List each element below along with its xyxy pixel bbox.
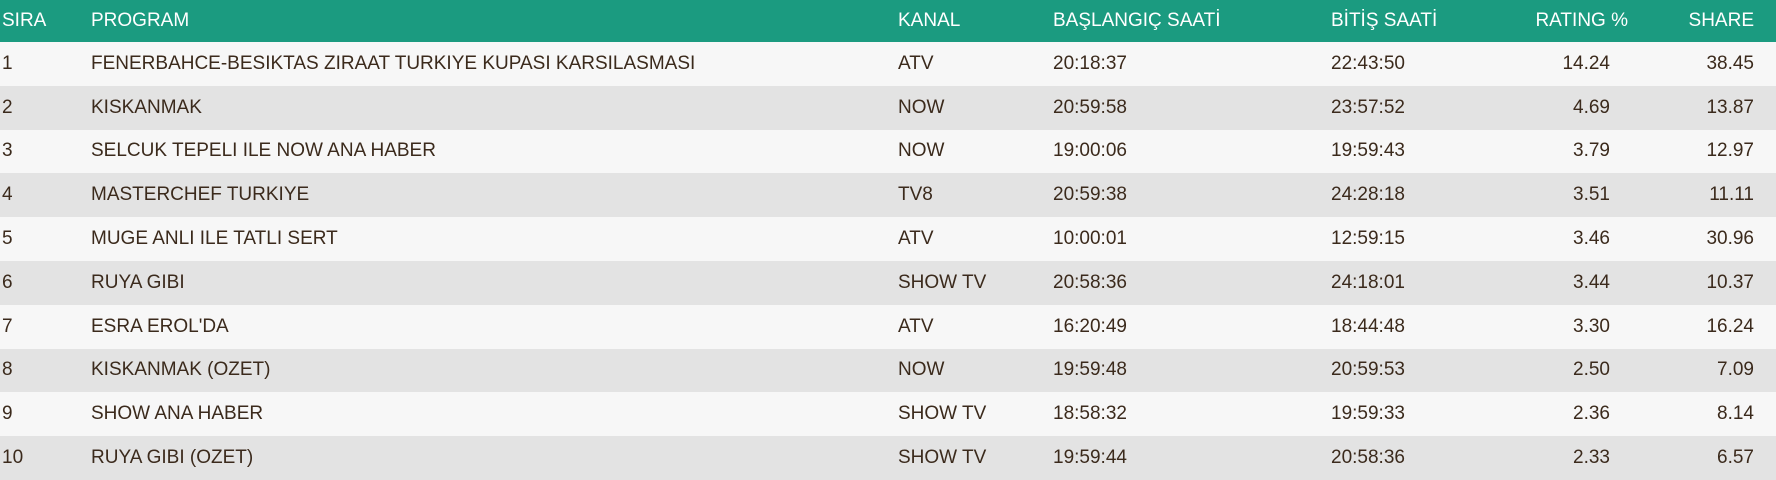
- table-cell: FENERBAHCE-BESIKTAS ZIRAAT TURKIYE KUPAS…: [91, 42, 898, 86]
- table-cell: 12.97: [1650, 129, 1776, 174]
- table-cell: 19:59:43: [1331, 129, 1500, 174]
- table-row: 10 RUYA GIBI (OZET) SHOW TV 19:59:44 20:58:3…: [0, 436, 1776, 480]
- table-cell: 19:00:06: [1053, 129, 1331, 174]
- header-cell: BAŞLANGIÇ SAATİ: [1053, 0, 1331, 42]
- header-cell: SIRA: [0, 0, 91, 42]
- table-cell: 22:43:50: [1331, 42, 1500, 86]
- table-cell: 3.44: [1500, 260, 1650, 305]
- table-cell: 3: [0, 129, 91, 174]
- table-cell: 8: [0, 348, 91, 393]
- table-row: 5 MUGE ANLI ILE TATLI SERT ATV 10:00:01 12:5…: [0, 217, 1776, 261]
- table-cell: RUYA GIBI: [91, 260, 898, 305]
- header-cell: RATING %: [1500, 0, 1650, 42]
- table-cell: SHOW TV: [898, 436, 1053, 480]
- header-row: SIRA PROGRAM KANAL BAŞLANGIÇ SAATİ BİTİŞ SAA…: [0, 0, 1776, 42]
- table-cell: 10: [0, 436, 91, 480]
- table-cell: 2: [0, 85, 91, 130]
- table-cell: ATV: [898, 217, 1053, 261]
- table-cell: 9: [0, 392, 91, 437]
- table-cell: 16:20:49: [1053, 304, 1331, 349]
- table-cell: 20:59:38: [1053, 173, 1331, 218]
- table-row: 2 KISKANMAK NOW 20:59:58 23:57:52 4.69 13.87: [0, 85, 1776, 130]
- table-cell: TV8: [898, 173, 1053, 218]
- table-cell: 30.96: [1650, 217, 1776, 261]
- table-row: 6 RUYA GIBI SHOW TV 20:58:36 24:18:01 3.44 10.…: [0, 260, 1776, 305]
- table-cell: 3.46: [1500, 217, 1650, 261]
- table-cell: SHOW TV: [898, 392, 1053, 437]
- table-cell: 10:00:01: [1053, 217, 1331, 261]
- table-cell: 18:58:32: [1053, 392, 1331, 437]
- table-cell: ATV: [898, 42, 1053, 86]
- table-cell: 1: [0, 42, 91, 86]
- table-cell: NOW: [898, 85, 1053, 130]
- table-cell: 5: [0, 217, 91, 261]
- table-cell: 4: [0, 173, 91, 218]
- table-cell: SHOW ANA HABER: [91, 392, 898, 437]
- table-row: 8 KISKANMAK (OZET) NOW 19:59:48 20:59:53 2.50…: [0, 348, 1776, 393]
- table-cell: 2.50: [1500, 348, 1650, 393]
- table-cell: 11.11: [1650, 173, 1776, 218]
- table-cell: RUYA GIBI (OZET): [91, 436, 898, 480]
- table-cell: 3.51: [1500, 173, 1650, 218]
- table-cell: ATV: [898, 304, 1053, 349]
- table-cell: 20:59:58: [1053, 85, 1331, 130]
- table-cell: 18:44:48: [1331, 304, 1500, 349]
- table-cell: 13.87: [1650, 85, 1776, 130]
- table-cell: 2.33: [1500, 436, 1650, 480]
- header-cell: SHARE: [1650, 0, 1776, 42]
- table-row: 7 ESRA EROL'DA ATV 16:20:49 18:44:48 3.30 16.2…: [0, 304, 1776, 349]
- table-cell: KISKANMAK (OZET): [91, 348, 898, 393]
- table-cell: 10.37: [1650, 260, 1776, 305]
- table-cell: 38.45: [1650, 42, 1776, 86]
- table-row: 9 SHOW ANA HABER SHOW TV 18:58:32 19:59:33 2.…: [0, 392, 1776, 437]
- table-cell: 3.30: [1500, 304, 1650, 349]
- table-cell: 16.24: [1650, 304, 1776, 349]
- table-cell: 20:18:37: [1053, 42, 1331, 86]
- table-cell: 7: [0, 304, 91, 349]
- table-cell: MUGE ANLI ILE TATLI SERT: [91, 217, 898, 261]
- table-cell: 2.36: [1500, 392, 1650, 437]
- table-cell: SHOW TV: [898, 260, 1053, 305]
- table-cell: NOW: [898, 348, 1053, 393]
- header-cell: KANAL: [898, 0, 1053, 42]
- table-cell: MASTERCHEF TURKIYE: [91, 173, 898, 218]
- table-cell: 20:59:53: [1331, 348, 1500, 393]
- table-cell: 19:59:33: [1331, 392, 1500, 437]
- table-row: 1 FENERBAHCE-BESIKTAS ZIRAAT TURKIYE KUPA…: [0, 42, 1776, 86]
- table-row: 3 SELCUK TEPELI ILE NOW ANA HABER NOW 19:00…: [0, 129, 1776, 174]
- table-body: 1 FENERBAHCE-BESIKTAS ZIRAAT TURKIYE KUPA…: [0, 42, 1776, 480]
- table-cell: 23:57:52: [1331, 85, 1500, 130]
- table-cell: 3.79: [1500, 129, 1650, 174]
- header-cell: PROGRAM: [91, 0, 898, 42]
- table-cell: SELCUK TEPELI ILE NOW ANA HABER: [91, 129, 898, 174]
- table-cell: 8.14: [1650, 392, 1776, 437]
- table-cell: KISKANMAK: [91, 85, 898, 130]
- table-cell: 20:58:36: [1331, 436, 1500, 480]
- table-cell: 6: [0, 260, 91, 305]
- table-cell: 24:28:18: [1331, 173, 1500, 218]
- header-cell: BİTİŞ SAATİ: [1331, 0, 1500, 42]
- table-cell: 6.57: [1650, 436, 1776, 480]
- table-cell: NOW: [898, 129, 1053, 174]
- table-cell: ESRA EROL'DA: [91, 304, 898, 349]
- table-cell: 14.24: [1500, 42, 1650, 86]
- table-row: 4 MASTERCHEF TURKIYE TV8 20:59:38 24:28:18 3.…: [0, 173, 1776, 218]
- table-cell: 19:59:44: [1053, 436, 1331, 480]
- table-cell: 24:18:01: [1331, 260, 1500, 305]
- table-cell: 4.69: [1500, 85, 1650, 130]
- table-cell: 19:59:48: [1053, 348, 1331, 393]
- table-cell: 12:59:15: [1331, 217, 1500, 261]
- table-cell: 20:58:36: [1053, 260, 1331, 305]
- table-cell: 7.09: [1650, 348, 1776, 393]
